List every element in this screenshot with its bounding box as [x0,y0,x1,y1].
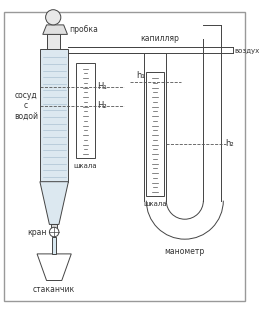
Text: h₁: h₁ [136,71,145,80]
Polygon shape [37,254,71,280]
Text: шкала: шкала [74,163,97,169]
Bar [146,72,164,196]
Text: кран: кран [27,228,47,237]
Polygon shape [43,25,67,34]
Text: сосуд
с
водой: сосуд с водой [14,91,38,121]
Circle shape [50,227,59,237]
Text: шкала: шкала [143,201,167,207]
Circle shape [46,10,61,25]
Text: стаканчик: стаканчик [33,285,75,294]
Text: H₁: H₁ [97,82,107,91]
Text: h₂: h₂ [225,139,234,148]
Bar [52,237,56,254]
Bar [51,224,57,232]
Polygon shape [40,182,68,224]
Text: пробка: пробка [69,25,98,34]
Bar [47,34,60,49]
Text: H₂: H₂ [97,101,107,110]
Text: капилляр: капилляр [140,34,179,43]
Text: воздух: воздух [235,48,260,54]
Bar [76,63,95,158]
Text: манометр: манометр [165,247,205,256]
Bar [40,49,68,182]
